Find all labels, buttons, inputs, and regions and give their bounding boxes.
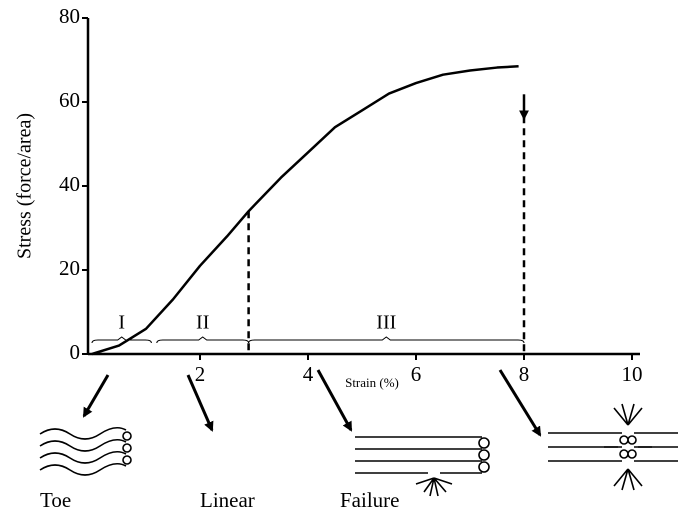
region-brace <box>157 337 249 343</box>
region-brace <box>92 337 151 343</box>
x-axis-title: Strain (%) <box>345 375 399 390</box>
y-tick-label: 0 <box>70 340 81 364</box>
y-axis-title: Stress (force/area) <box>14 113 36 259</box>
stress-curve <box>92 66 519 354</box>
region-label: III <box>376 312 396 334</box>
x-tick-label: 6 <box>411 362 422 386</box>
stage-label: Failure <box>340 488 399 512</box>
x-tick-label: 4 <box>303 362 314 386</box>
region-label: II <box>196 312 209 334</box>
x-tick-label: 8 <box>519 362 530 386</box>
region-brace <box>249 337 524 343</box>
stage-label: Linear <box>200 488 255 512</box>
x-tick-label: 10 <box>622 362 643 386</box>
x-tick-label: 2 <box>195 362 206 386</box>
region-label: I <box>118 312 125 334</box>
y-tick-label: 80 <box>59 4 80 28</box>
chart: Stress (force/area) Strain (%) Toe Linea… <box>0 0 678 518</box>
y-tick-label: 40 <box>59 172 80 196</box>
rupture-fibers <box>548 404 678 490</box>
toe-fibers <box>40 428 131 475</box>
y-tick-label: 20 <box>59 256 80 280</box>
y-tick-label: 60 <box>59 88 80 112</box>
stage-label: Toe <box>40 488 71 512</box>
